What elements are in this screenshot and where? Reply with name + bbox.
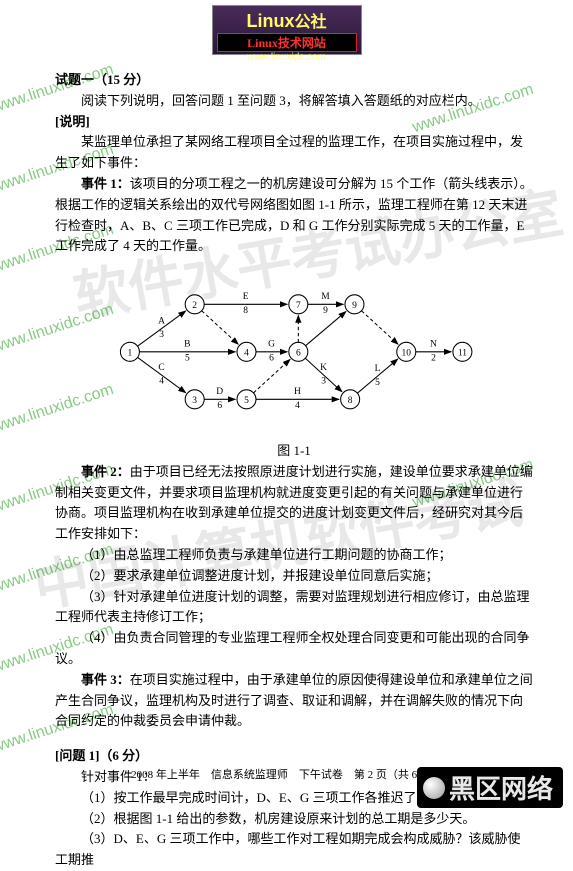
event3-label: 事件 3： [81,672,130,687]
svg-text:4: 4 [295,401,300,411]
svg-text:B: B [184,340,190,350]
svg-text:7: 7 [296,301,301,311]
event2: 事件 2：由于项目已经无法按照原进度计划进行实施，建设单位要求承建单位编制相关变… [55,462,533,545]
bottom-logo-text: 黑区网络 [449,769,553,806]
svg-text:3: 3 [321,377,326,387]
svg-text:2: 2 [431,354,436,364]
question-header: 试题一（15 分） [55,70,533,91]
svg-text:L: L [375,364,381,374]
svg-text:10: 10 [402,348,412,358]
svg-text:5: 5 [185,354,190,364]
svg-text:6: 6 [296,348,301,358]
svg-text:5: 5 [244,396,249,406]
document-body: 试题一（15 分） 阅读下列说明，回答问题 1 至问题 3，将解答填入答题纸的对… [0,0,573,871]
q1-header: [问题 1]（6 分） [55,746,533,767]
figure-caption: 图 1-1 [55,441,533,462]
question-intro: 阅读下列说明，回答问题 1 至问题 3，将解答填入答题纸的对应栏内。 [55,91,533,112]
note-body: 某监理单位承担了某网络工程项目全过程的监理工作，在项目实施过程中，发生了如下事件… [55,132,533,174]
event1: 事件 1：该项目的分项工程之一的机房建设可分解为 15 个工作（箭头线表示）。根… [55,174,533,257]
globe-icon [423,777,445,799]
svg-text:M: M [321,292,330,302]
svg-text:9: 9 [352,301,357,311]
diagram-svg: A 3 B 5 C 4 D 6 E 8 G 6 H 4 K 3 M 9 L 5 N 2 1 2 3 4 5 6 7 8 9 10 11 [104,265,484,430]
svg-text:6: 6 [269,354,274,364]
svg-text:5: 5 [375,378,380,388]
svg-text:E: E [243,292,249,302]
svg-text:4: 4 [244,348,249,358]
banner-title: Linux公社 [213,8,361,32]
banner-url: www.linuxidc.com [213,52,361,63]
event2-item4: （4）由负责合同管理的专业监理工程师全权处理合同变更和可能出现的合同争议。 [55,628,533,670]
svg-text:3: 3 [159,330,164,340]
event2-item3: （3）针对承建单位进度计划的调整，需要对监理规划进行相应修订，由总监理工程师代表… [55,587,533,629]
event2-label: 事件 2： [81,464,130,479]
network-diagram: A 3 B 5 C 4 D 6 E 8 G 6 H 4 K 3 M 9 L 5 N 2 1 2 3 4 5 6 7 8 9 10 11 [55,265,533,437]
svg-text:D: D [216,387,223,397]
event1-label: 事件 1： [81,176,130,191]
event2-item1: （1）由总监理工程师负责与承建单位进行工期问题的协商工作； [55,545,533,566]
svg-text:N: N [430,340,437,350]
svg-text:9: 9 [323,306,328,316]
svg-text:4: 4 [159,377,164,387]
note-label: [说明] [55,112,533,133]
bottom-logo: 黑区网络 [417,767,563,808]
banner-title-prefix: Linux [246,11,294,31]
event3: 事件 3：在项目实施过程中，由于承建单位的原因使得建设单位和承建单位之间产生合同… [55,670,533,732]
banner-subtitle: Linux技术网站 [217,33,357,52]
svg-text:8: 8 [348,396,353,406]
svg-text:K: K [320,363,327,373]
svg-text:C: C [158,363,164,373]
svg-text:3: 3 [192,396,197,406]
banner-title-suffix: 公社 [294,14,326,31]
top-banner: Linux公社 Linux技术网站 www.linuxidc.com [212,5,362,55]
q1-item2: （2）根据图 1-1 给出的参数，机房建设原来计划的总工期是多少天。 [55,809,533,830]
svg-text:11: 11 [458,348,467,358]
svg-text:8: 8 [243,306,248,316]
event2-item2: （2）要求承建单位调整进度计划，并报建设单位同意后实施； [55,566,533,587]
svg-text:6: 6 [217,401,222,411]
q1-item3: （3）D、E、G 三项工作中，哪些工作对工程如期完成会构成威胁？该威胁使工期推 [55,829,533,871]
svg-text:A: A [158,317,165,327]
svg-text:H: H [294,387,301,397]
svg-text:2: 2 [192,301,197,311]
svg-text:1: 1 [128,348,133,358]
svg-text:G: G [268,340,275,350]
